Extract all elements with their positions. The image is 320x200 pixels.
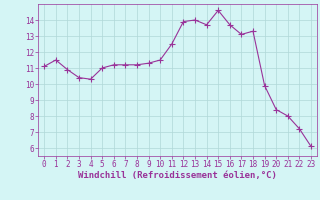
X-axis label: Windchill (Refroidissement éolien,°C): Windchill (Refroidissement éolien,°C) bbox=[78, 171, 277, 180]
